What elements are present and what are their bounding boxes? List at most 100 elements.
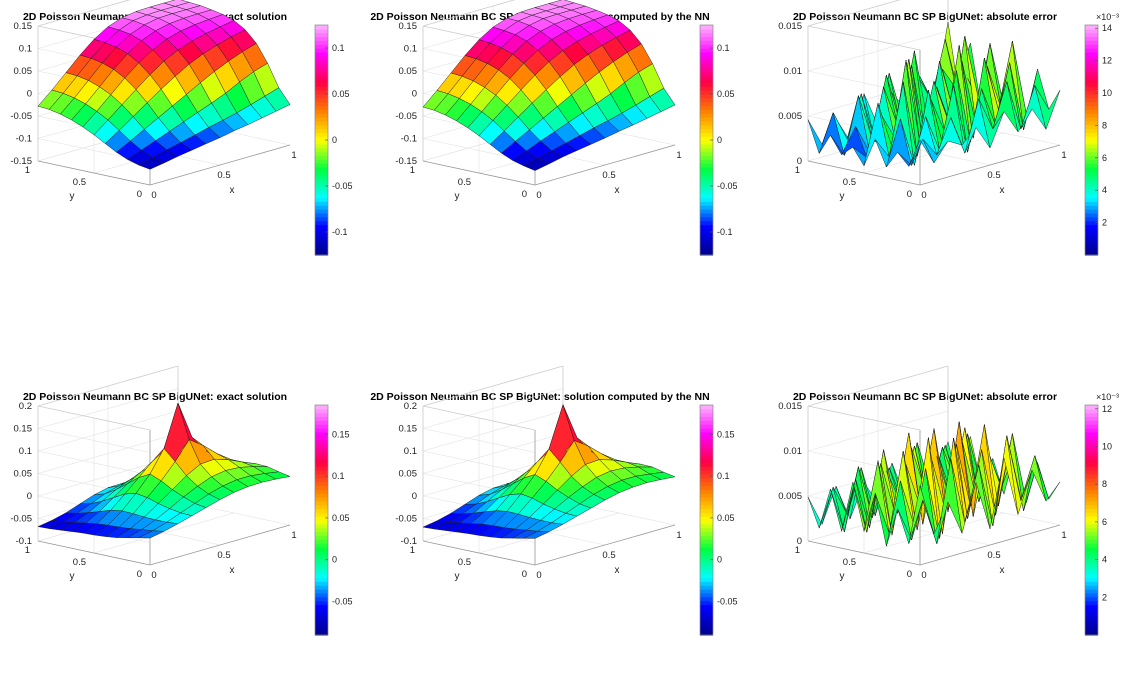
surface-panel-nn-2: 2D Poisson Neumann BC SP BigUNet: soluti…: [370, 365, 745, 680]
y-axis-label: y: [70, 191, 75, 202]
colorbar: [1084, 24, 1099, 256]
y-tick-label: 1: [795, 165, 800, 176]
colorbar-tick-label: 0: [717, 135, 722, 145]
colorbar-band: [315, 25, 328, 30]
z-tick-label: 0.05: [14, 66, 33, 77]
colorbar-band: [700, 216, 713, 222]
y-tick-label: 1: [795, 545, 800, 556]
colorbar-band: [315, 416, 328, 421]
colorbar-band: [700, 458, 713, 464]
colorbar-band: [315, 485, 328, 490]
colorbar-band: [1085, 74, 1098, 80]
colorbar-band: [700, 209, 713, 214]
colorbar-tick-label: 12: [1102, 404, 1112, 414]
colorbar-band: [700, 577, 713, 582]
colorbar-band: [315, 435, 328, 441]
colorbar-band: [315, 458, 328, 464]
colorbar-band: [315, 32, 328, 38]
colorbar-band: [315, 585, 328, 590]
colorbar-band: [1085, 251, 1098, 256]
surface: [807, 21, 1061, 168]
surface-plot-svg: 2D Poisson Neumann BC SP BigUNet: soluti…: [370, 365, 738, 636]
colorbar-band: [700, 212, 713, 218]
colorbar-band: [1085, 558, 1098, 563]
z-tick-label: 0.15: [399, 424, 418, 435]
colorbar-band: [315, 63, 328, 68]
z-tick-label: -0.05: [10, 514, 32, 525]
colorbar-band: [1085, 67, 1098, 72]
colorbar-band: [1085, 147, 1098, 153]
colorbar: [314, 404, 329, 636]
colorbar-band: [315, 474, 328, 479]
y-axis-label: y: [840, 571, 845, 582]
colorbar-band: [1085, 512, 1098, 517]
colorbar-band: [1085, 82, 1098, 87]
colorbar-band: [315, 497, 328, 502]
colorbar-band: [700, 451, 713, 456]
colorbar-band: [1085, 569, 1098, 575]
colorbar-band: [315, 163, 328, 168]
colorbar-band: [700, 97, 713, 103]
y-axis-label: y: [455, 571, 460, 582]
y-tick-label: 0.5: [458, 177, 471, 188]
colorbar-band: [1085, 155, 1098, 160]
z-tick-label: 0: [412, 89, 417, 100]
z-tick-label: -0.15: [395, 156, 417, 167]
colorbar-band: [1085, 596, 1098, 602]
colorbar-tick-label: 0.05: [717, 89, 735, 99]
colorbar-tick-label: 0: [717, 555, 722, 565]
colorbar-band: [315, 535, 328, 540]
surface: [37, 0, 291, 170]
colorbar-band: [1085, 474, 1098, 479]
colorbar-band: [315, 623, 328, 628]
colorbar-band: [315, 193, 328, 199]
colorbar-band: [1085, 405, 1098, 410]
colorbar-band: [315, 504, 328, 510]
colorbar-band: [315, 90, 328, 95]
y-tick-label: 0.5: [73, 177, 86, 188]
colorbar-band: [315, 132, 328, 137]
colorbar-band: [315, 44, 328, 49]
x-axis-label: x: [230, 565, 235, 576]
colorbar-band: [700, 71, 713, 76]
colorbar-band: [700, 550, 713, 556]
colorbar-tick-label: 4: [1102, 555, 1107, 565]
colorbar-band: [1085, 182, 1098, 187]
x-tick-label: 0: [536, 190, 541, 201]
box-edge: [807, 405, 921, 431]
colorbar-band: [315, 140, 328, 145]
z-tick-label: 0: [27, 89, 32, 100]
colorbar-band: [315, 500, 328, 506]
surface-panel-nn-1: 2D Poisson Neumann BC SP BigUNet: soluti…: [370, 0, 745, 300]
y-tick-label: 0: [907, 569, 912, 580]
colorbar-band: [1085, 205, 1098, 210]
colorbar-band: [1085, 220, 1098, 225]
colorbar-band: [1085, 420, 1098, 425]
colorbar-band: [1085, 86, 1098, 91]
x-tick-label: 0.5: [987, 550, 1000, 561]
colorbar-band: [700, 166, 713, 172]
colorbar-band: [315, 143, 328, 149]
colorbar-band: [315, 462, 328, 467]
colorbar-band: [1085, 408, 1098, 414]
colorbar-band: [315, 97, 328, 103]
colorbar-band: [1085, 105, 1098, 110]
x-tick-label: 1: [1061, 150, 1066, 161]
colorbar-band: [1085, 435, 1098, 441]
colorbar-band: [700, 143, 713, 149]
colorbar-tick-label: 2: [1102, 218, 1107, 228]
colorbar-band: [700, 485, 713, 490]
surface-patch: [264, 87, 291, 112]
colorbar-band: [1085, 90, 1098, 95]
x-tick-label: 0: [151, 570, 156, 581]
colorbar-band: [315, 412, 328, 418]
y-tick-label: 0.5: [843, 557, 856, 568]
colorbar-band: [315, 573, 328, 579]
colorbar-band: [315, 562, 328, 567]
colorbar-band: [1085, 124, 1098, 130]
colorbar-tick-label: 0.05: [332, 89, 350, 99]
colorbar-band: [1085, 497, 1098, 502]
colorbar-band: [315, 447, 328, 452]
colorbar-band: [700, 159, 713, 164]
surface-plot-svg: 2D Poisson Neumann BC SP BigUNet: absolu…: [778, 0, 1119, 256]
